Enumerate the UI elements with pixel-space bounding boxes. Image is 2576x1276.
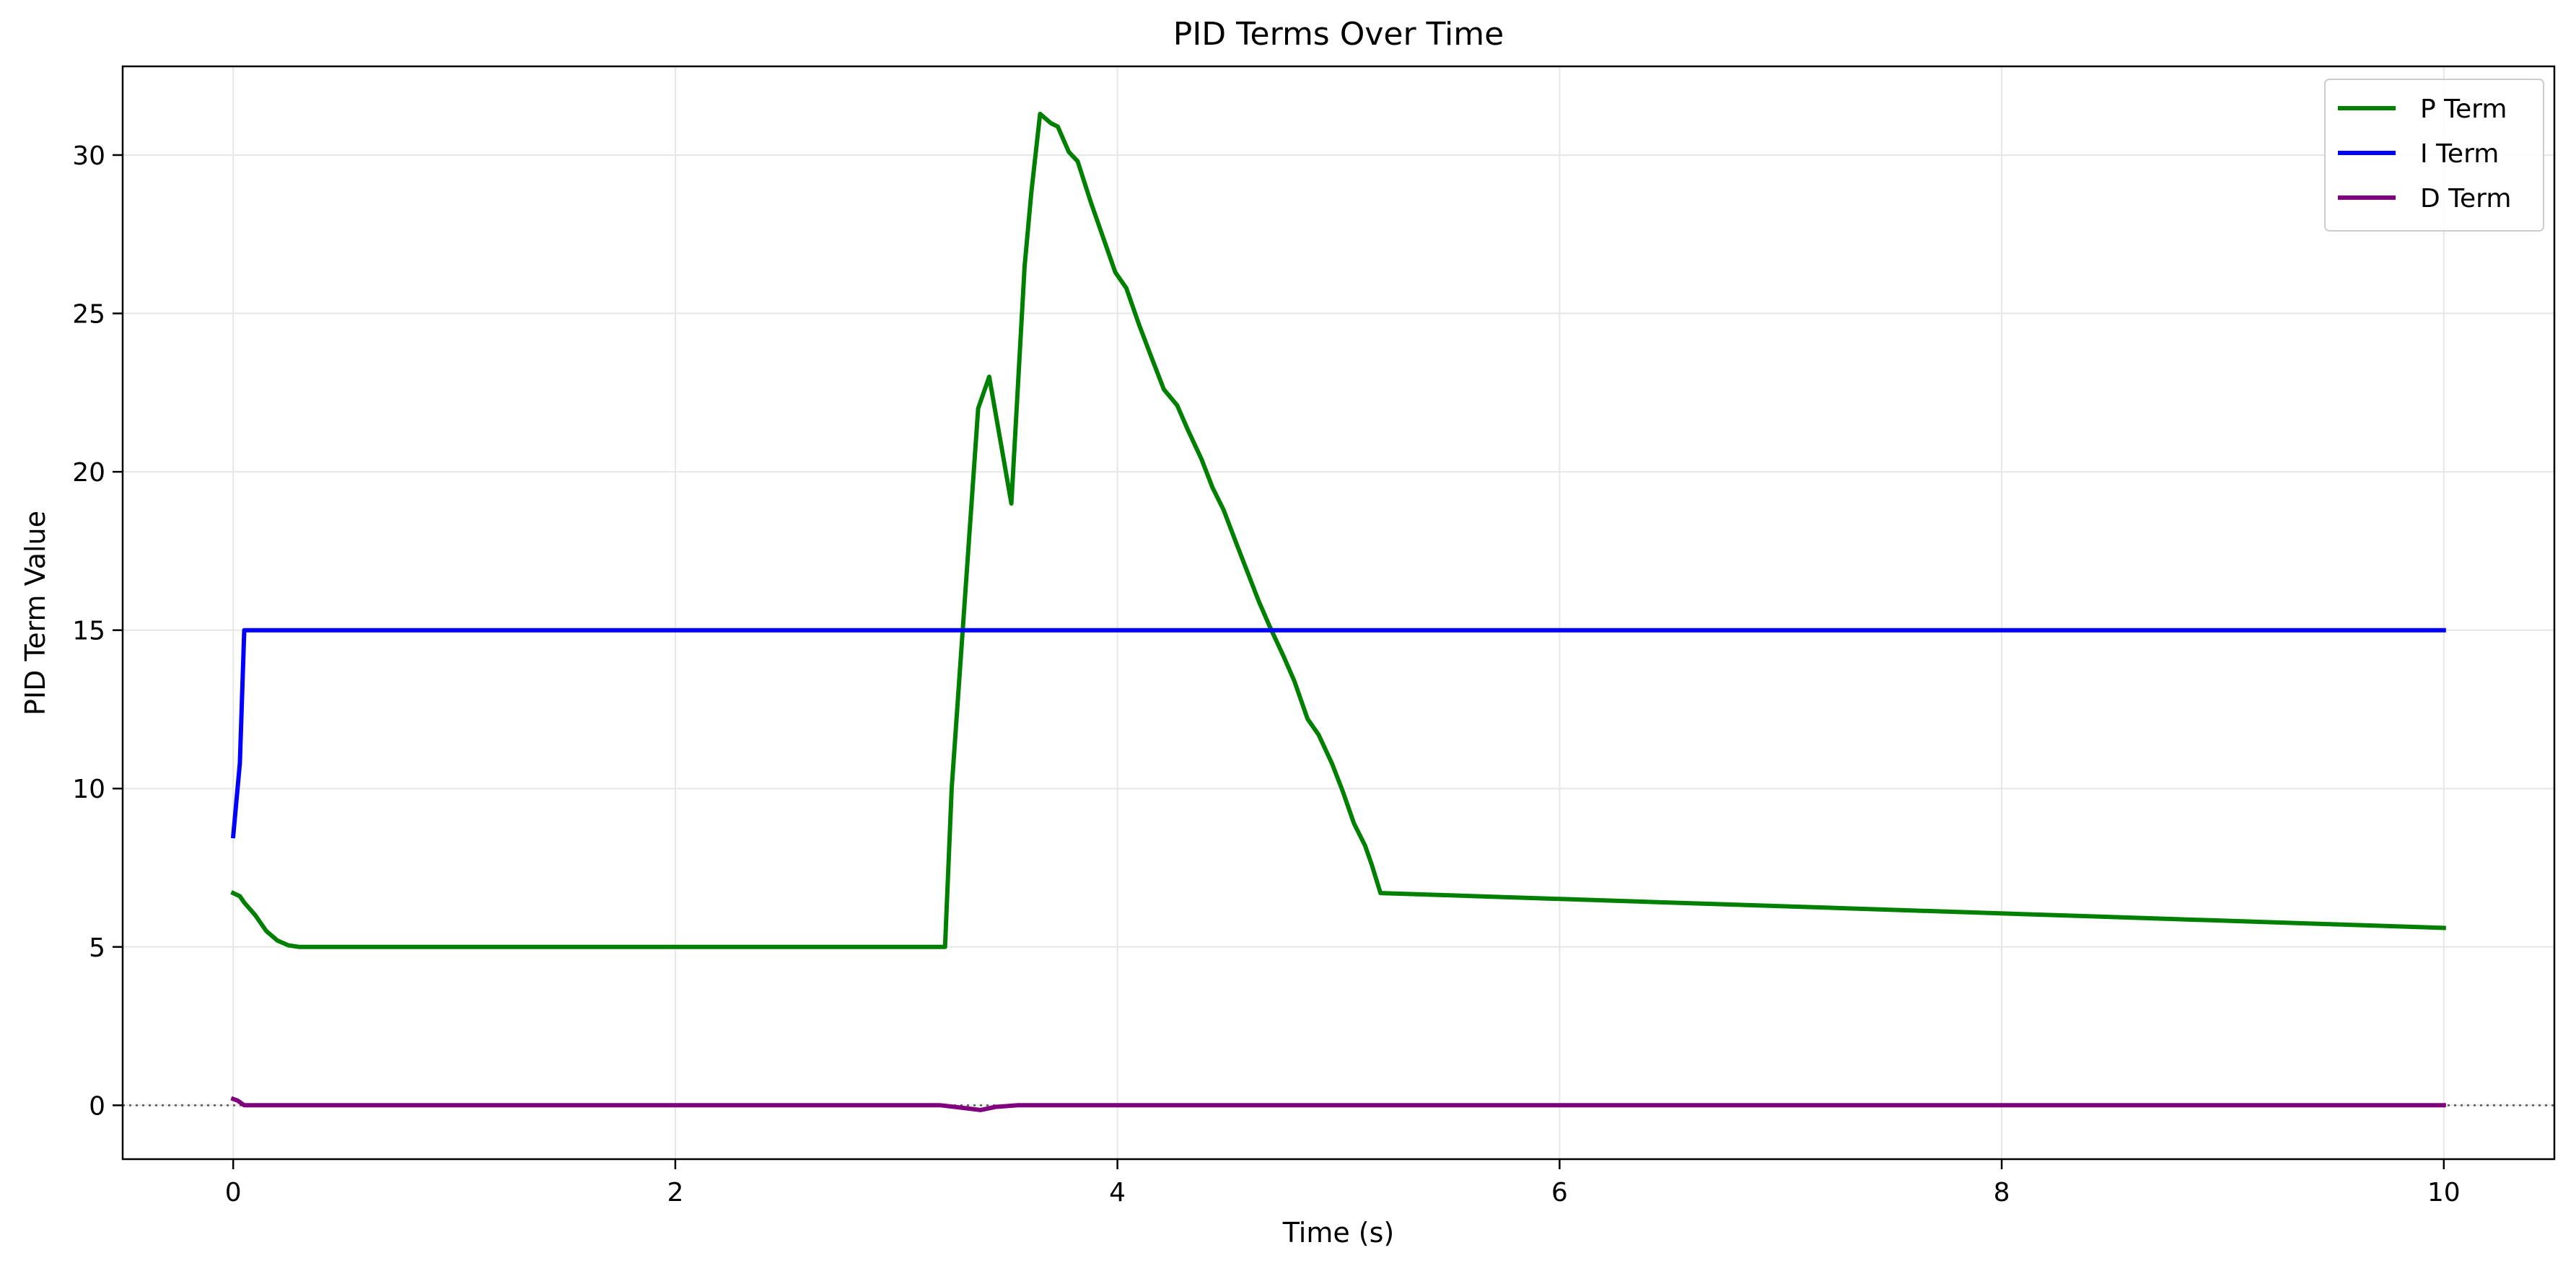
series-lines — [230, 111, 2446, 1112]
series-line-i-term — [230, 628, 2446, 839]
x-tick-label: 8 — [1994, 1178, 2010, 1207]
legend-box — [2324, 79, 2544, 232]
axis-ticks: 0 2 4 6 8 10 0 5 10 15 20 25 30 — [72, 141, 2461, 1207]
chart-title: PID Terms Over Time — [1173, 16, 1504, 53]
legend-label-d-term: D Term — [2420, 184, 2511, 214]
y-tick-label: 0 — [89, 1091, 105, 1121]
x-tick-label: 6 — [1551, 1178, 1568, 1207]
y-axis-label: PID Term Value — [19, 511, 51, 716]
y-tick-label: 25 — [72, 300, 105, 330]
series-line-d-term — [230, 1096, 2446, 1112]
x-tick-label: 2 — [667, 1178, 683, 1207]
legend: P Term I Term D Term — [2324, 79, 2544, 232]
series-line-p-term — [230, 111, 2446, 949]
y-tick-label: 15 — [72, 617, 105, 646]
y-tick-label: 20 — [72, 458, 105, 488]
x-tick-label: 0 — [225, 1178, 242, 1207]
x-axis-label: Time (s) — [1282, 1217, 1395, 1249]
y-tick-label: 10 — [72, 775, 105, 804]
legend-label-i-term: I Term — [2420, 139, 2499, 169]
legend-label-p-term: P Term — [2420, 94, 2507, 124]
y-tick-label: 5 — [89, 933, 105, 963]
y-tick-label: 30 — [72, 141, 105, 171]
x-tick-label: 4 — [1109, 1178, 1126, 1207]
x-tick-label: 10 — [2427, 1178, 2461, 1207]
plot-frame — [121, 65, 2556, 1161]
